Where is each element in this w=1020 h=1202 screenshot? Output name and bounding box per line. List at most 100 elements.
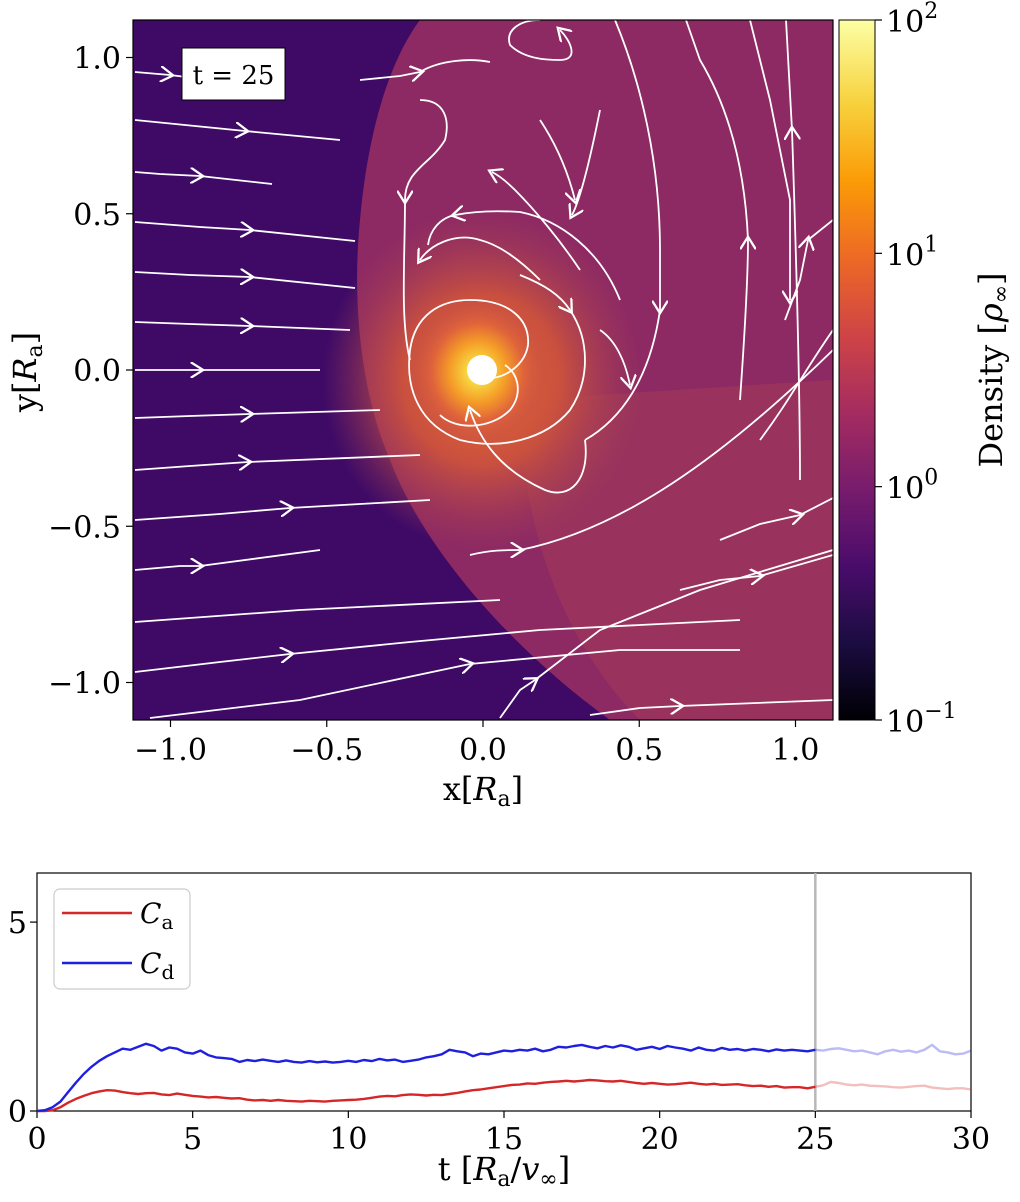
streamline (289, 499, 431, 509)
streamline (249, 409, 381, 415)
streamline (134, 221, 250, 230)
streamline (247, 454, 421, 463)
map-y-tick-label: 1.0 (73, 42, 121, 77)
streamline (249, 325, 351, 331)
streamline (799, 497, 833, 516)
streamline (685, 20, 749, 241)
map-x-tick-label: 0.0 (459, 733, 507, 768)
map-x-tick-label: −1.0 (134, 733, 207, 768)
streamline (134, 414, 250, 418)
line-x-tick-label: 15 (485, 1122, 523, 1157)
streamline (244, 130, 341, 141)
colorbar-tick-label: 102 (886, 0, 938, 40)
streamlines (134, 20, 833, 719)
map-y-tick-label: 0.0 (73, 354, 121, 389)
series-line-ca-future (815, 1080, 972, 1091)
streamline (807, 219, 833, 241)
streamline (469, 649, 740, 665)
colorbar: 102 101 100 10−1 Density [ρ∞] (838, 0, 1014, 740)
streamline (134, 172, 200, 176)
map-y-axis: −1.0 −0.5 0.0 0.5 1.0 (48, 42, 133, 702)
line-x-tick-label: 25 (796, 1122, 834, 1157)
streamline (439, 364, 519, 427)
streamline (134, 322, 250, 326)
legend-label-ca: Ca (140, 897, 173, 934)
streamline (199, 549, 321, 567)
streamline (405, 99, 448, 200)
map-y-axis-title: y[Ra] (6, 332, 48, 413)
line-y-tick-label: 5 (8, 906, 27, 941)
map-x-axis: −1.0 −0.5 0.0 0.5 1.0 (134, 720, 819, 768)
line-x-tick-label: 20 (641, 1122, 679, 1157)
streamline (199, 175, 273, 185)
streamline (289, 619, 741, 655)
streamline (759, 329, 833, 441)
map-x-tick-label: 0.5 (615, 733, 663, 768)
colorbar-ticks: 102 101 100 10−1 (875, 0, 957, 740)
colorbar-tick-label: 101 (886, 232, 938, 273)
streamline (739, 240, 748, 401)
streamline (534, 549, 833, 681)
time-label-background (181, 47, 286, 101)
streamline (599, 329, 630, 385)
line-series-group (36, 1042, 972, 1113)
streamline (614, 20, 660, 310)
colorbar-tick-label: 100 (886, 466, 938, 507)
streamline (149, 664, 470, 719)
streamline (719, 515, 800, 541)
streamline (679, 699, 833, 707)
streamline (134, 654, 290, 673)
map-x-tick-label: −0.5 (290, 733, 363, 768)
line-y-tick-label: 0 (8, 1095, 27, 1130)
streamline (134, 599, 501, 623)
streamline (470, 410, 587, 494)
line-x-tick-label: 5 (183, 1122, 202, 1157)
streamline (519, 349, 833, 551)
map-y-tick-label: −1.0 (48, 667, 121, 702)
streamline (134, 508, 290, 521)
streamline (539, 119, 575, 200)
time-label-box: t = 25 (181, 47, 286, 101)
line-x-tick-label: 30 (952, 1122, 990, 1157)
legend: Ca Cd (53, 888, 191, 990)
streamline (469, 550, 520, 555)
streamline (784, 240, 808, 321)
streamline (134, 119, 245, 131)
accretor-circle (467, 355, 497, 385)
series-line-cd-future (815, 1043, 972, 1056)
streamline (572, 109, 601, 215)
streamline (402, 199, 411, 361)
streamline (134, 462, 248, 471)
map-x-tick-label: 1.0 (772, 733, 820, 768)
streamline (408, 299, 586, 445)
streamline (589, 706, 680, 716)
streamline (584, 309, 661, 441)
streamline (785, 20, 793, 131)
streamline (508, 20, 572, 61)
map-y-tick-label: −0.5 (48, 510, 121, 545)
line-x-tick-label: 10 (329, 1122, 367, 1157)
map-x-axis-title: x[Ra] (443, 770, 523, 812)
streamline (134, 566, 200, 570)
line-chart-axes: 0 5 10 15 20 25 30 0 5 (8, 906, 990, 1157)
colorbar-bar (838, 19, 876, 721)
line-x-tick-label: 0 (27, 1122, 46, 1157)
series-line-ca (37, 1078, 816, 1113)
streamline (427, 214, 456, 246)
streamline (759, 554, 833, 577)
streamline (249, 276, 356, 289)
streamline (455, 211, 621, 301)
streamline (499, 680, 535, 719)
streamline (492, 172, 581, 271)
map-y-tick-label: 0.5 (73, 198, 121, 233)
streamline (134, 272, 250, 277)
streamline (749, 20, 790, 300)
time-label: t = 25 (193, 61, 275, 91)
streamline (249, 229, 356, 242)
streamline (420, 236, 541, 281)
colorbar-label: Density [ρ∞] (972, 272, 1014, 467)
streamline (519, 274, 570, 310)
streamline (679, 576, 760, 591)
